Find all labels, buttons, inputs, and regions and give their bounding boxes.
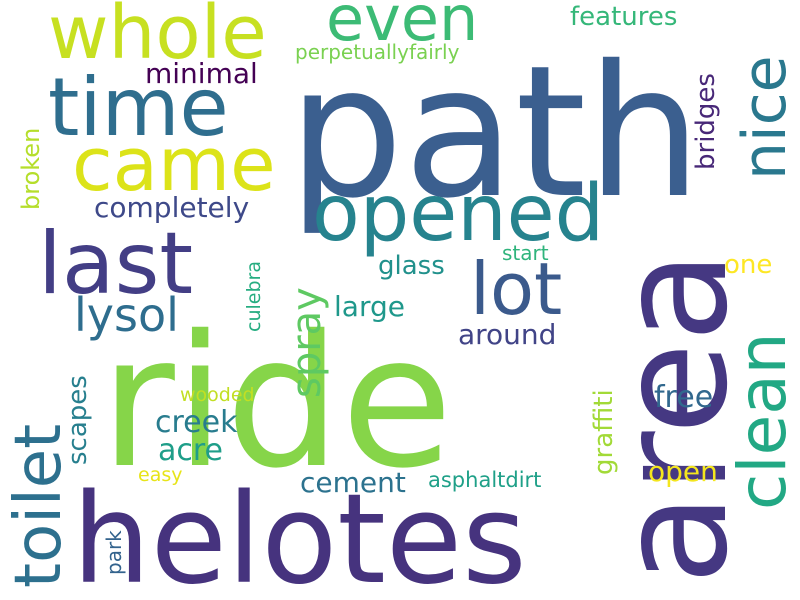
word-perpetuallyfairly: perpetuallyfairly (295, 40, 460, 64)
word-around: around (458, 318, 556, 351)
word-toilet: toilet (2, 424, 76, 588)
word-broken: broken (17, 128, 45, 210)
word-came: came (72, 122, 276, 208)
word-whole: whole (48, 0, 267, 76)
word-graffiti: graffiti (589, 389, 619, 475)
word-last: last (38, 214, 193, 314)
word-scapes: scapes (63, 375, 93, 465)
word-acre: acre (158, 433, 223, 468)
word-one: one (724, 250, 772, 280)
word-nice: nice (730, 55, 800, 180)
word-open: open (648, 455, 718, 488)
word-large: large (334, 290, 405, 323)
word-start: start (502, 241, 549, 265)
word-minimal: minimal (145, 57, 258, 90)
word-spray: spray (284, 287, 330, 398)
word-asphaltdirt: asphaltdirt (428, 468, 541, 492)
word-ride: ride (100, 296, 453, 508)
word-free: free (654, 380, 713, 415)
word-culebra: culebra (243, 261, 265, 332)
word-even: even (326, 0, 478, 55)
word-time: time (48, 61, 229, 154)
word-lysol: lysol (74, 288, 179, 342)
word-opened: opened (312, 169, 604, 259)
word-wooded: wooded (180, 384, 255, 406)
word-area: area (587, 251, 761, 586)
word-completely: completely (94, 191, 249, 224)
word-park: park (102, 530, 126, 575)
word-clean: clean (724, 332, 800, 510)
word-path: path (288, 26, 702, 238)
word-lot: lot (470, 247, 562, 331)
word-creek: creek (155, 405, 238, 440)
word-glass: glass (378, 251, 445, 281)
word-features: features (570, 2, 677, 32)
word-easy: easy (138, 464, 182, 486)
word-helotes: helotes (72, 468, 527, 600)
word-bridges: bridges (691, 73, 721, 170)
word-cement: cement (300, 466, 406, 499)
